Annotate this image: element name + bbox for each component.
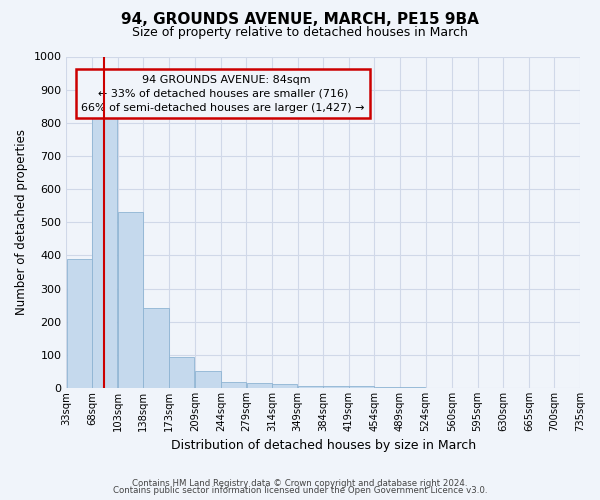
Text: Size of property relative to detached houses in March: Size of property relative to detached ho… (132, 26, 468, 39)
Text: Contains public sector information licensed under the Open Government Licence v3: Contains public sector information licen… (113, 486, 487, 495)
Bar (272, 384, 298, 388)
Bar (247, 383, 272, 388)
Text: 94, GROUNDS AVENUE, MARCH, PE15 9BA: 94, GROUNDS AVENUE, MARCH, PE15 9BA (121, 12, 479, 28)
Y-axis label: Number of detached properties: Number of detached properties (15, 130, 28, 316)
Bar (196, 372, 221, 388)
Text: 94 GROUNDS AVENUE: 84sqm
← 33% of detached houses are smaller (716)
66% of semi-: 94 GROUNDS AVENUE: 84sqm ← 33% of detach… (82, 74, 365, 112)
Bar (221, 382, 246, 388)
X-axis label: Distribution of detached houses by size in March: Distribution of detached houses by size … (170, 440, 476, 452)
Bar (143, 308, 169, 388)
Bar (349, 386, 374, 388)
Bar (298, 386, 323, 388)
Bar (118, 212, 143, 388)
Bar (92, 113, 118, 388)
Text: Contains HM Land Registry data © Crown copyright and database right 2024.: Contains HM Land Registry data © Crown c… (132, 478, 468, 488)
Bar (374, 387, 400, 388)
Bar (67, 258, 92, 388)
Bar (323, 386, 349, 388)
Bar (169, 357, 194, 388)
